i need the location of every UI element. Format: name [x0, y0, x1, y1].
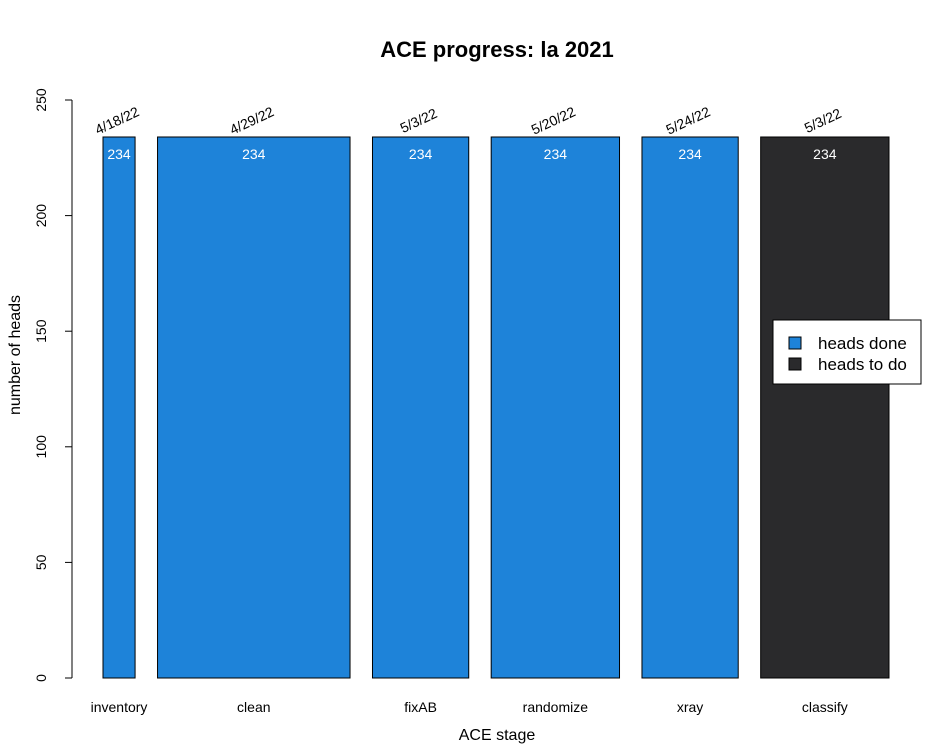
bar-group-inventory: 234 4/18/22 inventory — [91, 103, 148, 715]
y-axis-label: number of heads — [7, 295, 24, 415]
bar-group-xray: 234 5/24/22 xray — [641, 103, 739, 715]
y-tick-label: 0 — [33, 674, 49, 682]
y-tick-label: 50 — [33, 554, 49, 570]
bar-fixAB — [371, 136, 470, 679]
x-axis-label: ACE stage — [459, 727, 536, 744]
bar-clean — [157, 136, 351, 679]
bar-group-fixAB: 234 5/3/22 fixAB — [371, 105, 470, 715]
bar-date-label: 5/3/22 — [802, 105, 844, 136]
x-category-label: clean — [237, 699, 270, 715]
bar-value-label: 234 — [544, 146, 568, 162]
x-category-label: inventory — [91, 699, 148, 715]
y-tick-label: 250 — [33, 88, 49, 112]
legend: heads done heads to do — [772, 319, 922, 385]
bar-randomize — [490, 136, 621, 679]
chart-title: ACE progress: la 2021 — [380, 37, 614, 62]
legend-box — [772, 319, 922, 385]
x-category-label: classify — [802, 699, 848, 715]
bar-inventory — [102, 136, 136, 679]
y-axis: 0 50 100 150 200 250 — [33, 88, 73, 682]
bar-date-label: 5/3/22 — [397, 105, 439, 136]
bar-value-label: 234 — [813, 146, 837, 162]
bar-date-label: 4/29/22 — [227, 103, 276, 137]
y-tick-label: 200 — [33, 204, 49, 228]
y-tick-label: 100 — [33, 435, 49, 459]
bar-value-label: 234 — [678, 146, 702, 162]
bar-group-clean: 234 4/29/22 clean — [157, 103, 351, 715]
bar-value-label: 234 — [409, 146, 433, 162]
bar-group-classify: 234 5/3/22 classify — [760, 105, 890, 715]
bar-date-label: 5/20/22 — [529, 103, 578, 137]
legend-swatch — [788, 336, 802, 350]
bar-value-label: 234 — [107, 146, 131, 162]
bar-classify — [760, 136, 890, 679]
legend-entry-label: heads to do — [818, 355, 907, 374]
bars: 234 4/18/22 inventory 234 4/29/22 clean 234 5/3… — [91, 103, 890, 715]
bar-date-label: 5/24/22 — [663, 103, 712, 137]
y-tick-label: 150 — [33, 319, 49, 343]
x-category-label: randomize — [523, 699, 589, 715]
bar-value-label: 234 — [242, 146, 266, 162]
legend-entry-label: heads done — [818, 334, 907, 353]
legend-swatch — [788, 357, 802, 371]
x-category-label: xray — [677, 699, 703, 715]
x-category-label: fixAB — [404, 699, 437, 715]
bar-xray — [641, 136, 739, 679]
bar-group-randomize: 234 5/20/22 randomize — [490, 103, 621, 715]
bar-date-label: 4/18/22 — [92, 103, 141, 137]
